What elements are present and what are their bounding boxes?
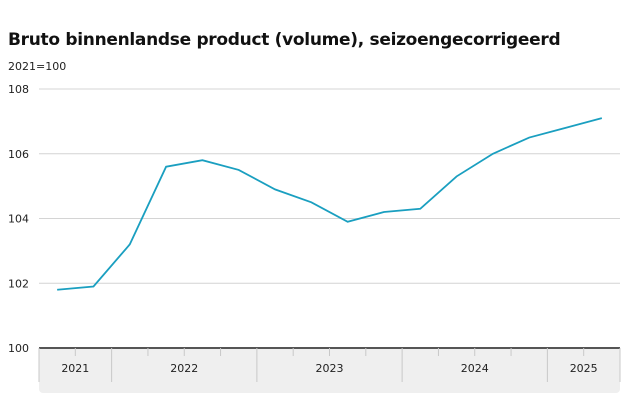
x-tick-label: 2025: [570, 362, 598, 375]
x-tick-label: 2024: [461, 362, 489, 375]
y-tick-label: 100: [8, 342, 29, 355]
y-tick-label: 108: [8, 83, 29, 96]
series-line: [57, 117, 603, 291]
chart-title: Bruto binnenlandse product (volume), sei…: [8, 30, 561, 50]
y-tick-label: 102: [8, 277, 29, 290]
y-unit-label: 2021=100: [8, 60, 67, 73]
y-tick-label: 104: [8, 213, 29, 226]
x-axis-band: [39, 348, 620, 393]
x-tick-label: 2023: [316, 362, 344, 375]
x-tick-label: 2021: [61, 362, 89, 375]
y-tick-label: 106: [8, 148, 29, 161]
x-tick-label: 2022: [170, 362, 198, 375]
